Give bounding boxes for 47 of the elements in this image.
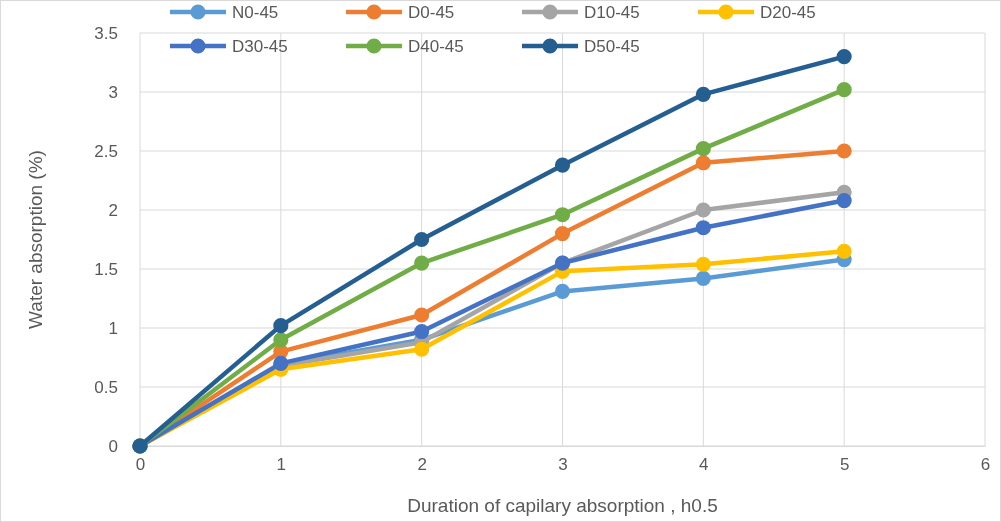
point bbox=[836, 82, 852, 98]
point bbox=[554, 226, 571, 242]
point bbox=[695, 202, 711, 218]
x-tick-label: 1 bbox=[276, 455, 287, 475]
y-tick-label: 1 bbox=[108, 318, 118, 338]
point bbox=[414, 307, 430, 323]
x-tick-label: 4 bbox=[699, 455, 709, 475]
point bbox=[273, 332, 289, 348]
point bbox=[836, 193, 852, 209]
x-tick-label: 2 bbox=[417, 455, 427, 475]
y-tick-label: 1.5 bbox=[94, 259, 118, 279]
point bbox=[414, 341, 430, 357]
y-tick-label: 0 bbox=[108, 436, 118, 456]
point bbox=[414, 231, 430, 248]
y-tick-label: 3 bbox=[108, 82, 118, 102]
point bbox=[695, 155, 711, 171]
x-tick-label: 0 bbox=[135, 455, 146, 475]
point bbox=[554, 207, 571, 223]
point bbox=[836, 49, 852, 65]
point bbox=[554, 157, 571, 173]
legend-label: D50-45 bbox=[584, 37, 640, 56]
point bbox=[695, 270, 711, 286]
point bbox=[695, 256, 711, 272]
x-axis-title: Duration of capilary absorption , h0.5 bbox=[407, 495, 718, 516]
x-tick-label: 3 bbox=[558, 455, 568, 475]
point bbox=[695, 220, 711, 236]
legend-label: D40-45 bbox=[408, 37, 464, 56]
point bbox=[414, 323, 430, 340]
point bbox=[695, 141, 711, 157]
legend-label: D0-45 bbox=[408, 3, 455, 22]
point bbox=[414, 255, 430, 271]
x-tick-label: 5 bbox=[839, 455, 850, 475]
point bbox=[273, 318, 289, 334]
y-tick-label: 0.5 bbox=[94, 377, 118, 397]
y-axis-title: Water absorption (%) bbox=[25, 150, 46, 329]
legend-label: N0-45 bbox=[232, 3, 279, 22]
y-tick-label: 2 bbox=[108, 200, 118, 220]
point bbox=[695, 86, 711, 102]
legend-label: D30-45 bbox=[232, 37, 288, 56]
point bbox=[836, 143, 852, 159]
x-tick-label: 6 bbox=[980, 455, 991, 475]
point bbox=[554, 283, 571, 299]
legend-label: D20-45 bbox=[760, 3, 816, 22]
legend-label: D10-45 bbox=[584, 3, 640, 22]
point bbox=[836, 243, 852, 259]
y-tick-label: 2.5 bbox=[94, 141, 118, 161]
y-tick-label: 3.5 bbox=[94, 23, 118, 43]
